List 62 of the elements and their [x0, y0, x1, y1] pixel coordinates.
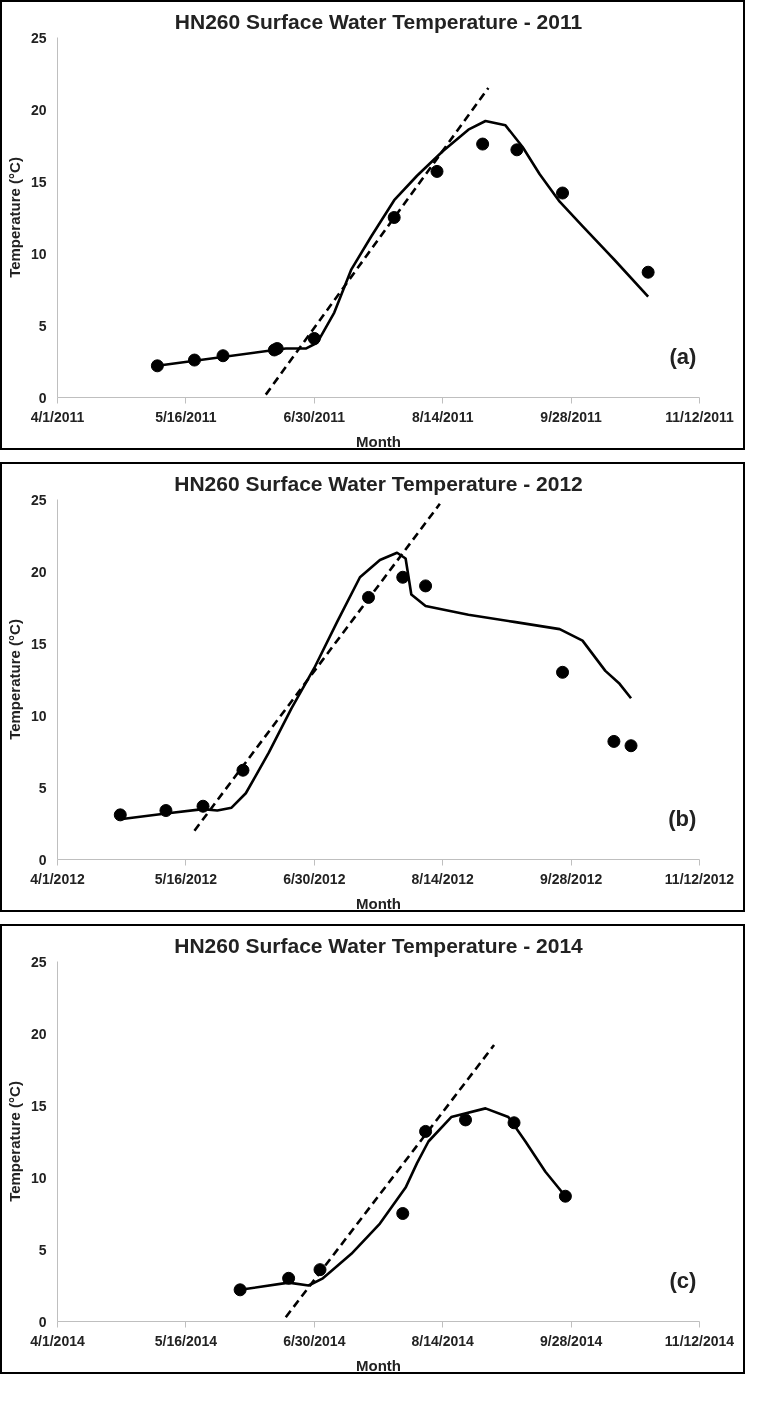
chart-title: HN260 Surface Water Temperature - 2011 — [174, 9, 583, 33]
x-axis-title: Month — [356, 894, 401, 912]
y-tick-label: 0 — [38, 851, 47, 868]
point — [419, 579, 433, 593]
y-tick-label: 20 — [30, 563, 47, 580]
y-tick-label: 20 — [30, 1025, 47, 1042]
y-tick-label: 5 — [38, 317, 47, 334]
point — [459, 1113, 473, 1127]
y-tick-label: 10 — [30, 245, 47, 262]
y-axis-title: Temperature (°C) — [5, 619, 23, 740]
x-tick-label: 9/28/2014 — [539, 1332, 603, 1349]
annotation: (c) — [669, 1267, 697, 1293]
annotation: (b) — [668, 805, 697, 831]
y-tick-label: 25 — [30, 29, 47, 46]
x-tick-label: 8/14/2014 — [411, 1332, 475, 1349]
chart-title: HN260 Surface Water Temperature - 2012 — [174, 471, 583, 495]
y-tick-label: 10 — [30, 707, 47, 724]
y-tick-label: 15 — [30, 173, 47, 190]
x-tick-label: 6/30/2011 — [283, 408, 346, 425]
x-tick-label: 5/16/2011 — [155, 408, 217, 425]
x-tick-label: 9/28/2011 — [540, 408, 603, 425]
x-tick-label: 6/30/2014 — [283, 1332, 346, 1349]
x-tick-label: 8/14/2012 — [411, 870, 475, 887]
point — [556, 665, 570, 679]
x-tick-label: 5/16/2014 — [154, 1332, 218, 1349]
y-tick-label: 5 — [38, 779, 47, 796]
point — [113, 808, 127, 822]
point — [556, 186, 570, 200]
y-tick-label: 25 — [30, 953, 47, 970]
point — [641, 265, 655, 279]
y-axis-title: Temperature (°C) — [5, 1081, 23, 1202]
point — [396, 1207, 410, 1220]
chart-title: HN260 Surface Water Temperature - 2014 — [174, 933, 584, 957]
y-tick-label: 15 — [30, 635, 47, 652]
x-tick-label: 8/14/2011 — [411, 408, 474, 425]
point — [624, 739, 638, 753]
x-tick-label: 11/12/2011 — [665, 408, 734, 425]
x-tick-label: 11/12/2014 — [664, 1332, 735, 1349]
annotation: (a) — [669, 343, 697, 369]
x-tick-label: 4/1/2012 — [30, 870, 85, 887]
y-tick-label: 25 — [30, 491, 47, 508]
x-tick-label: 5/16/2012 — [154, 870, 218, 887]
point — [396, 570, 410, 584]
x-tick-label: 4/1/2011 — [30, 408, 85, 425]
x-tick-label: 11/12/2012 — [664, 870, 735, 887]
y-tick-label: 10 — [30, 1169, 47, 1186]
y-tick-label: 20 — [30, 101, 47, 118]
x-tick-label: 6/30/2012 — [283, 870, 346, 887]
point — [510, 143, 524, 157]
y-axis-title: Temperature (°C) — [5, 157, 23, 278]
x-tick-label: 9/28/2012 — [539, 870, 603, 887]
x-axis-title: Month — [356, 432, 401, 450]
point — [558, 1189, 572, 1203]
y-tick-label: 0 — [38, 389, 47, 406]
point — [607, 734, 621, 748]
point — [430, 164, 444, 178]
y-tick-label: 0 — [38, 1313, 47, 1330]
y-tick-label: 5 — [38, 1241, 47, 1258]
point — [476, 137, 490, 151]
y-tick-label: 15 — [30, 1097, 47, 1114]
x-tick-label: 4/1/2014 — [30, 1332, 85, 1349]
x-axis-title: Month — [356, 1356, 401, 1374]
